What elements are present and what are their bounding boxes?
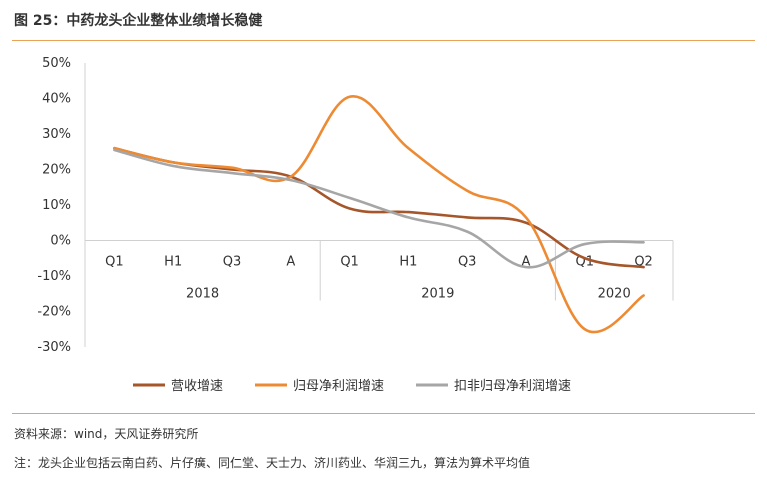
- y-tick-label: -20%: [37, 305, 71, 320]
- series-lines: [113, 95, 645, 334]
- x-tick-label: Q3: [458, 255, 477, 270]
- y-tick-label: 20%: [42, 163, 71, 178]
- y-tick-label: 50%: [42, 56, 71, 71]
- legend-label-1: 营收增速: [171, 379, 223, 394]
- y-tick-label: -30%: [37, 340, 71, 355]
- series-line-2: [113, 95, 645, 334]
- x-tick-label: H1: [399, 255, 417, 270]
- x-tick-label: Q1: [576, 255, 595, 270]
- y-tick-label: -10%: [37, 269, 71, 284]
- group-label: 2020: [598, 287, 631, 302]
- source-note: 资料来源：wind，天风证券研究所: [14, 427, 199, 441]
- x-tick-label: Q1: [340, 255, 359, 270]
- figure-title: 图 25：中药龙头企业整体业绩增长稳健: [14, 13, 263, 29]
- group-label: 2019: [421, 287, 454, 302]
- line-chart: -30% -20% -10% 0% 10% 20% 30% 40% 50% Q1 H1 Q3 A Q1 H…: [37, 56, 674, 394]
- legend-label-2: 归母净利润增速: [293, 379, 384, 394]
- x-tick-label: Q3: [223, 255, 242, 270]
- group-label: 2018: [186, 287, 219, 302]
- legend-label-3: 扣非归母净利润增速: [454, 379, 571, 394]
- y-axis: -30% -20% -10% 0% 10% 20% 30% 40% 50%: [37, 56, 86, 355]
- legend: 营收增速 归母净利润增速 扣非归母净利润增速: [133, 379, 571, 394]
- series-line-3: [113, 148, 645, 269]
- y-tick-label: 40%: [42, 92, 71, 107]
- x-tick-label: Q1: [105, 255, 124, 270]
- x-tick-label: H1: [164, 255, 182, 270]
- footnote: 注：龙头企业包括云南白药、片仔癀、同仁堂、天士力、济川药业、华润三九，算法为算术…: [14, 456, 531, 470]
- y-tick-label: 30%: [42, 127, 71, 142]
- y-tick-label: 10%: [42, 198, 71, 213]
- x-tick-label: A: [286, 255, 295, 270]
- x-tick-label: A: [522, 255, 531, 270]
- footer-rule: [12, 413, 755, 414]
- title-rule: [12, 40, 755, 41]
- y-tick-label: 0%: [50, 234, 71, 249]
